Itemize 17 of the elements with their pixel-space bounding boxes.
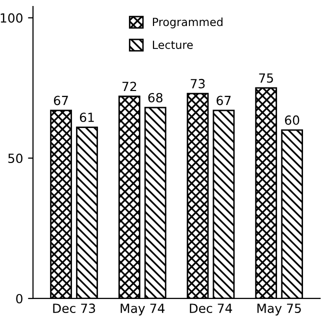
- x-tick-label: May 74: [120, 304, 165, 316]
- y-tick-label: 50: [8, 154, 22, 164]
- data-label: 67: [54, 96, 68, 106]
- data-label: 68: [148, 92, 162, 102]
- x-tick-label: Dec 73: [53, 304, 96, 314]
- legend-label: Lecture: [152, 40, 193, 50]
- data-label: 67: [216, 96, 231, 106]
- data-label: 60: [284, 115, 300, 125]
- data-label: 75: [259, 73, 273, 83]
- y-tick-label: 100: [0, 13, 22, 23]
- x-tick-label: May 75: [257, 304, 301, 316]
- data-label: 73: [190, 78, 205, 88]
- data-label: 61: [80, 112, 94, 122]
- y-tick-label: 0: [16, 294, 22, 304]
- data-label: 72: [122, 82, 136, 92]
- x-tick-label: Dec 74: [190, 304, 232, 314]
- legend-label: Programmed: [152, 18, 222, 28]
